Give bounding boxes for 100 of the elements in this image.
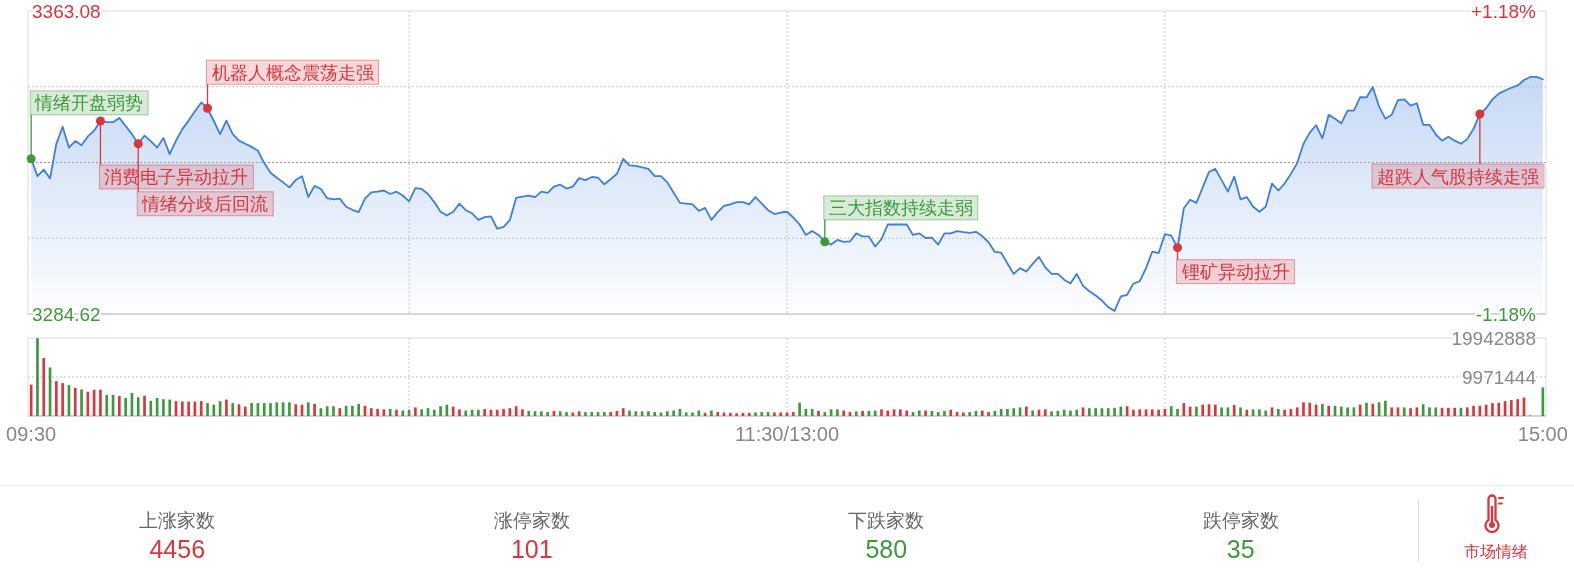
bar xyxy=(1472,405,1475,416)
bar xyxy=(540,411,543,416)
bar xyxy=(1151,409,1154,416)
bar xyxy=(99,389,102,416)
bar xyxy=(1220,407,1223,416)
bar xyxy=(42,358,46,416)
bar xyxy=(546,412,549,416)
bar xyxy=(36,338,39,416)
bar xyxy=(691,412,694,416)
bar xyxy=(338,408,342,416)
bar xyxy=(647,411,650,416)
bar xyxy=(1258,409,1261,416)
bar xyxy=(1075,409,1079,416)
bar xyxy=(401,410,405,416)
bar xyxy=(716,412,720,416)
x-tick-label: 11:30/13:00 xyxy=(734,423,840,445)
point xyxy=(820,237,830,247)
bar xyxy=(1169,406,1173,416)
bar xyxy=(1088,408,1091,416)
bar xyxy=(1132,409,1135,416)
data-label: 580 xyxy=(865,535,908,563)
bar xyxy=(987,412,990,416)
bar xyxy=(924,410,927,416)
bar xyxy=(420,409,423,416)
data-label: 35 xyxy=(1226,535,1255,563)
bar xyxy=(980,410,984,416)
bar xyxy=(1327,405,1331,416)
bar xyxy=(1308,402,1312,416)
bar xyxy=(55,381,58,416)
bar xyxy=(1434,407,1438,416)
category-label: 涨停家数 xyxy=(493,510,570,531)
bar xyxy=(250,403,253,416)
bar xyxy=(495,409,499,416)
point xyxy=(203,103,213,113)
bar xyxy=(1510,399,1513,416)
bar xyxy=(728,412,732,416)
bar xyxy=(458,409,461,416)
bar xyxy=(73,387,77,416)
bar xyxy=(527,410,531,416)
bar xyxy=(1043,409,1047,416)
y2-tick-label: +1.18% xyxy=(1471,0,1537,22)
bar xyxy=(288,402,291,416)
bar xyxy=(181,401,184,416)
bar xyxy=(899,409,902,416)
bar xyxy=(672,410,675,416)
bar xyxy=(968,412,971,416)
bar xyxy=(1371,403,1375,416)
bar xyxy=(1050,411,1053,416)
bar xyxy=(1402,407,1406,416)
bar xyxy=(684,412,688,416)
bar xyxy=(1201,404,1205,416)
bar xyxy=(1302,402,1305,416)
annotation: 机器人概念震荡走强 xyxy=(211,62,374,83)
bar xyxy=(1409,408,1412,416)
bar xyxy=(225,399,228,416)
point xyxy=(1173,243,1183,253)
bar xyxy=(483,408,486,416)
x-tick-label: 15:00 xyxy=(1517,423,1568,445)
bar xyxy=(962,412,965,416)
bar xyxy=(1264,410,1268,416)
bar xyxy=(1447,407,1450,416)
bar xyxy=(1094,408,1097,416)
bar xyxy=(1276,408,1280,416)
bar xyxy=(779,412,783,416)
bar xyxy=(388,408,392,416)
x-tick-label: 09:30 xyxy=(6,423,57,445)
bar xyxy=(61,383,64,416)
bar xyxy=(1516,399,1519,416)
bar xyxy=(105,394,109,416)
bar xyxy=(243,406,247,416)
bar xyxy=(1006,408,1009,416)
y2-tick-label: 19942888 xyxy=(1451,327,1536,349)
bar xyxy=(842,410,846,416)
bar xyxy=(1390,407,1394,416)
bar xyxy=(565,412,568,416)
bar xyxy=(80,389,83,416)
data-label: 101 xyxy=(510,535,553,563)
bar xyxy=(395,409,398,416)
y2-tick-label: -1.18% xyxy=(1475,303,1537,325)
bar xyxy=(313,403,316,416)
bar xyxy=(521,409,524,416)
bar xyxy=(873,410,877,416)
text: 市场情绪 xyxy=(1464,543,1528,560)
bar xyxy=(502,408,505,416)
annotation: 超跌人气股持续走强 xyxy=(1377,166,1539,187)
bar xyxy=(306,402,310,416)
bar xyxy=(905,410,908,416)
bar xyxy=(162,399,165,416)
category-label: 上涨家数 xyxy=(139,510,216,531)
bar xyxy=(1421,404,1425,416)
bar xyxy=(886,410,890,416)
y2-tick-label: 9971444 xyxy=(1462,366,1537,388)
bar xyxy=(325,406,329,416)
bar xyxy=(212,404,216,416)
bar xyxy=(1031,410,1034,416)
bar xyxy=(351,405,354,416)
bar xyxy=(1069,410,1072,416)
bar xyxy=(1497,402,1501,416)
bar xyxy=(1195,406,1198,416)
bar xyxy=(1339,406,1343,416)
